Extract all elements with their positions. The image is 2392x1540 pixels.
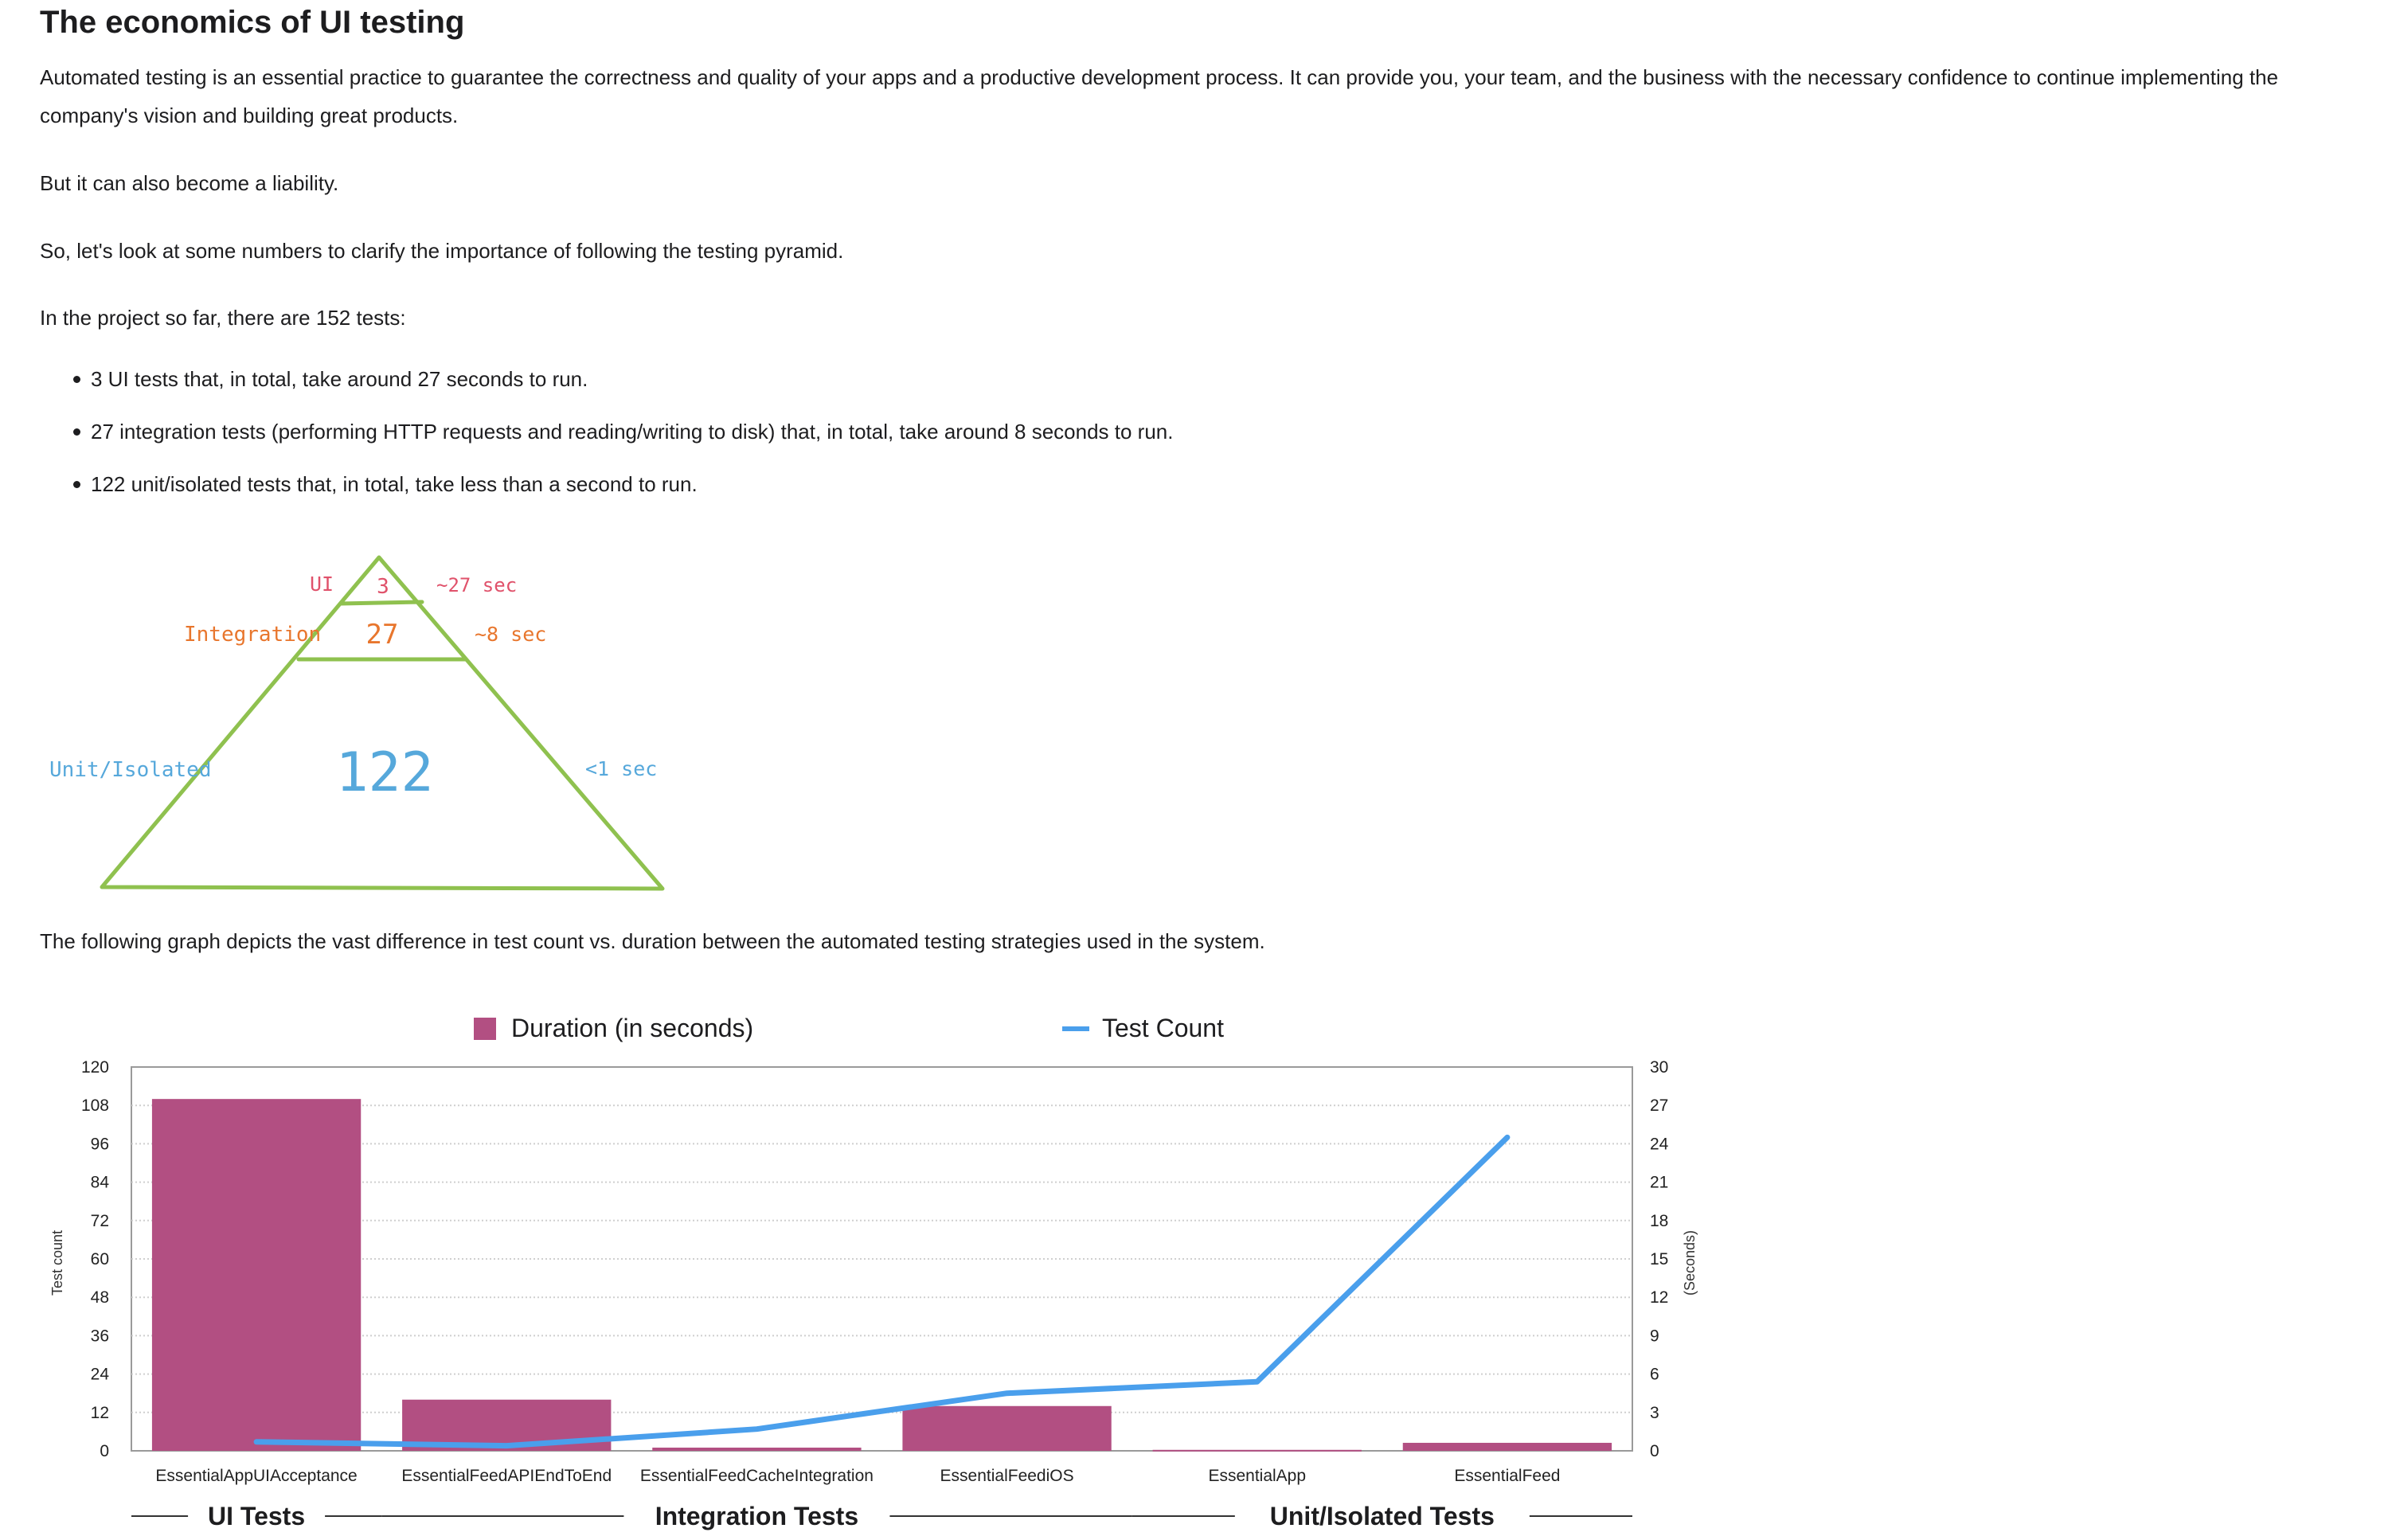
y-right-tick-label: 12 — [1650, 1288, 1668, 1307]
x-category-label: EssentialFeediOS — [940, 1467, 1074, 1485]
y-left-tick-label: 0 — [100, 1442, 109, 1460]
tests-intro-paragraph: In the project so far, there are 152 tes… — [40, 306, 406, 330]
list-item: 122 unit/isolated tests that, in total, … — [40, 465, 1173, 518]
y-left-tick-label: 12 — [91, 1404, 109, 1422]
pyramid-ui-divider — [338, 600, 424, 606]
y-right-axis-title: (Seconds) — [1682, 1230, 1698, 1296]
intro-paragraph: Automated testing is an essential practi… — [40, 65, 2279, 127]
y-right-tick-label: 27 — [1650, 1096, 1668, 1115]
test-count-line — [253, 1134, 1511, 1449]
liability-paragraph: But it can also become a liability. — [40, 171, 339, 195]
y-right-tick-label: 9 — [1650, 1327, 1659, 1345]
y-left-tick-label: 84 — [91, 1174, 110, 1192]
y-right-tick-label: 15 — [1650, 1250, 1668, 1268]
x-category-label: EssentialFeedAPIEndToEnd — [401, 1467, 612, 1485]
legend-testcount-label: Test Count — [1102, 1014, 1224, 1042]
test-duration-chart: Duration (in seconds) Test Count Test co… — [49, 1014, 1698, 1530]
y-left-tick-label: 48 — [91, 1288, 109, 1307]
pyramid-unit-label: Unit/Isolated — [49, 758, 212, 782]
group-label: Integration Tests — [655, 1502, 858, 1530]
x-category-label: EssentialFeedCacheIntegration — [640, 1467, 874, 1485]
list-item: 3 UI tests that, in total, take around 2… — [40, 360, 1173, 412]
y-right-tick-label: 6 — [1650, 1366, 1659, 1384]
page-title: The economics of UI testing — [40, 5, 465, 40]
duration-bar — [652, 1447, 862, 1451]
x-category-label: EssentialAppUIAcceptance — [155, 1467, 357, 1485]
group-label: Unit/Isolated Tests — [1270, 1502, 1495, 1530]
pyramid-ui-time: ~27 sec — [436, 574, 517, 596]
x-category-label: EssentialApp — [1208, 1467, 1306, 1485]
pyramid-unit-time: <1 sec — [585, 757, 657, 780]
y-left-tick-label: 24 — [91, 1366, 110, 1384]
group-label: UI Tests — [208, 1502, 305, 1530]
pyramid-integration-label: Integration — [184, 623, 321, 647]
y-right-tick-label: 18 — [1650, 1212, 1668, 1230]
x-category-label: EssentialFeed — [1454, 1467, 1560, 1485]
pyramid-ui-count: 3 — [377, 575, 389, 599]
y-right-tick-label: 24 — [1650, 1135, 1669, 1153]
duration-bar — [902, 1405, 1112, 1451]
y-left-tick-label: 72 — [91, 1212, 109, 1230]
pyramid-integration-time: ~8 sec — [475, 623, 546, 646]
y-left-tick-label: 120 — [81, 1058, 109, 1077]
pyramid-outline — [100, 555, 665, 891]
y-right-tick-label: 0 — [1650, 1442, 1659, 1460]
y-left-tick-label: 108 — [81, 1096, 109, 1115]
y-left-tick-label: 96 — [91, 1135, 109, 1153]
y-left-tick-label: 60 — [91, 1250, 109, 1268]
duration-bar — [151, 1099, 362, 1451]
y-right-tick-label: 21 — [1650, 1174, 1668, 1192]
y-left-tick-label: 36 — [91, 1327, 109, 1345]
legend-duration-label: Duration (in seconds) — [511, 1014, 753, 1042]
pyramid-unit-count: 122 — [336, 741, 434, 804]
legend-duration-swatch — [474, 1018, 496, 1040]
pyramid-ui-label: UI — [310, 573, 334, 596]
numbers-paragraph: So, let's look at some numbers to clarif… — [40, 239, 844, 263]
duration-bar — [1402, 1442, 1612, 1451]
y-right-tick-label: 30 — [1650, 1058, 1668, 1077]
y-right-tick-label: 3 — [1650, 1404, 1659, 1422]
list-item: 27 integration tests (performing HTTP re… — [40, 412, 1173, 465]
y-left-axis-title: Test count — [49, 1230, 65, 1296]
tests-list: 3 UI tests that, in total, take around 2… — [40, 360, 1173, 518]
pyramid-integration-count: 27 — [366, 619, 399, 651]
graph-caption: The following graph depicts the vast dif… — [40, 929, 1265, 953]
testing-pyramid-diagram: UI 3 ~27 sec Integration 27 ~8 sec Unit/… — [49, 555, 665, 891]
duration-bar — [1152, 1449, 1362, 1452]
